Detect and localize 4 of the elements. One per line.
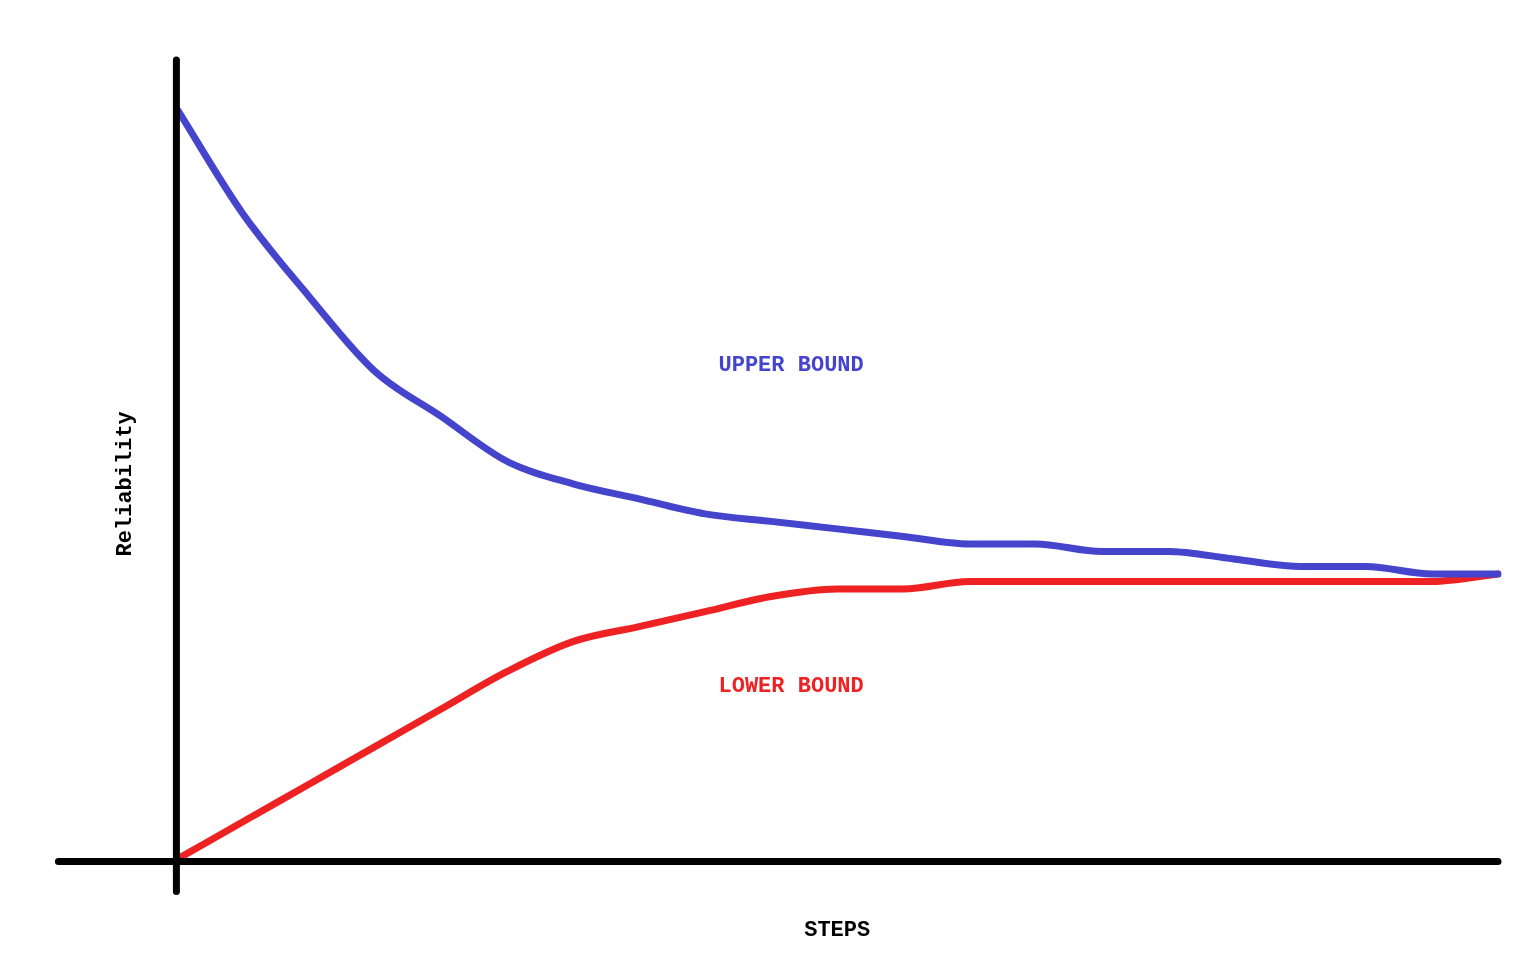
text: UPPER BOUND xyxy=(718,353,864,379)
x-axis-title: STEPS xyxy=(804,918,871,944)
y-axis-title: Reliability xyxy=(112,411,138,557)
text: LOWER BOUND xyxy=(718,673,864,699)
